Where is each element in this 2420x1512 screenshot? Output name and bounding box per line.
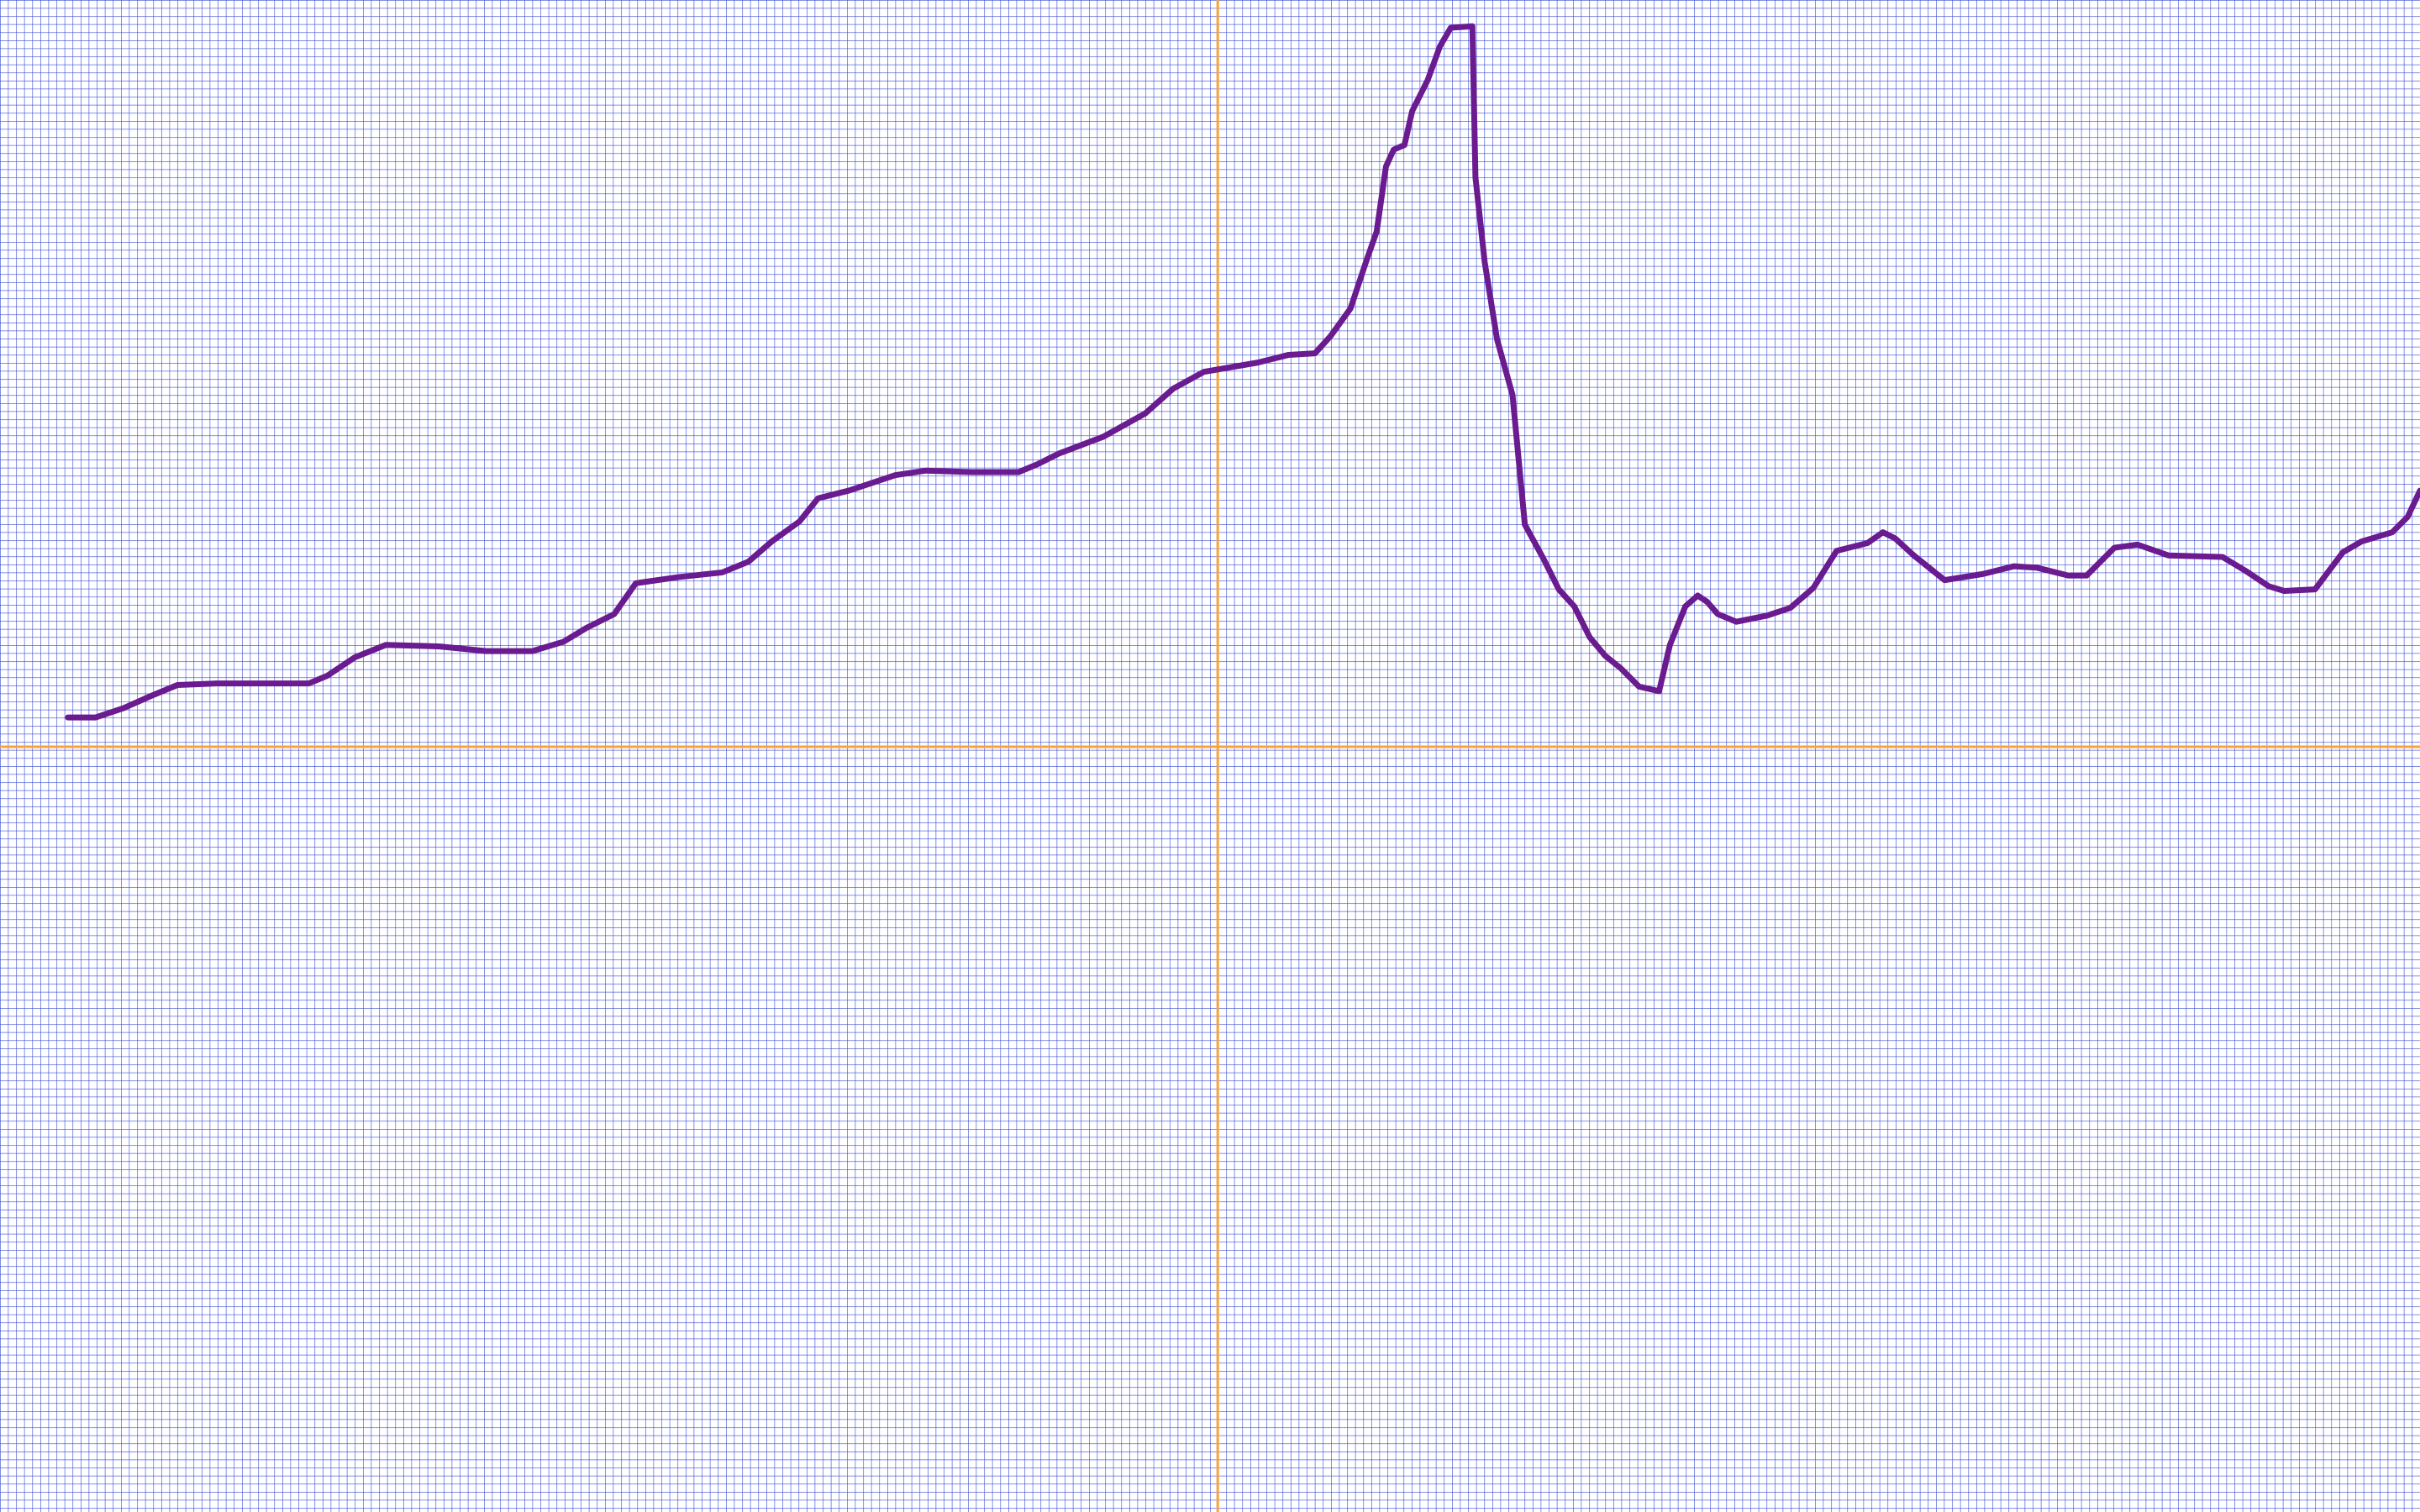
data-line <box>65 23 2420 721</box>
